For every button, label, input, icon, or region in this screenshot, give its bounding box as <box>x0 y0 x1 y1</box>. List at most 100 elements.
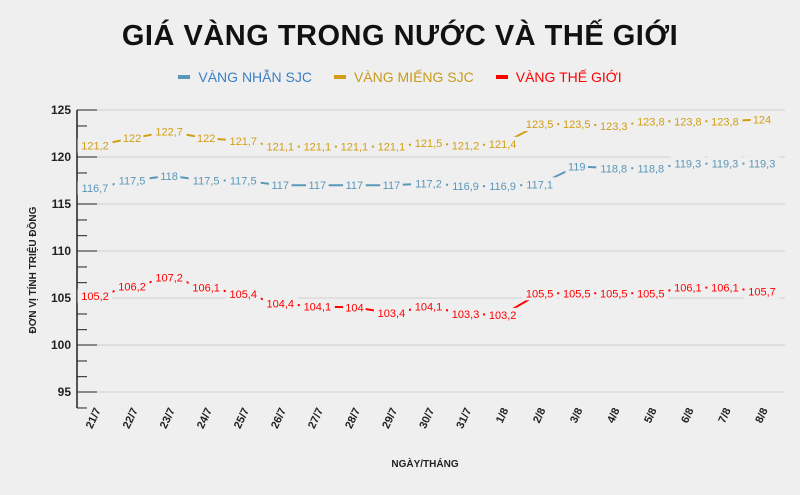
data-label: 121,1 <box>378 142 406 154</box>
data-label-bg <box>373 306 409 321</box>
data-label-bg <box>343 300 366 315</box>
data-label: 117 <box>309 180 327 192</box>
data-label-bg <box>707 156 743 171</box>
y-tick-label: 115 <box>52 197 72 211</box>
data-label-bg <box>114 173 150 188</box>
data-label: 117,1 <box>526 179 553 191</box>
x-tick-label: 7/8 <box>716 406 733 425</box>
data-label: 121,4 <box>489 139 517 151</box>
data-label: 121,2 <box>452 141 480 153</box>
data-label-bg <box>225 134 261 149</box>
data-label-bg <box>448 138 484 153</box>
data-label: 124 <box>753 114 771 126</box>
data-label: 119 <box>568 161 586 173</box>
data-label: 119,3 <box>712 159 739 171</box>
data-label: 107,2 <box>155 272 183 284</box>
data-label: 117 <box>272 180 290 192</box>
data-label: 104,4 <box>267 299 295 311</box>
x-tick-label: 29/7 <box>380 406 400 430</box>
data-label-bg <box>448 306 484 321</box>
data-label-bg <box>268 178 292 193</box>
data-label-bg <box>225 173 261 188</box>
data-label: 106,1 <box>674 283 702 295</box>
x-tick-label: 3/8 <box>568 406 585 425</box>
legend-label: VÀNG NHẪN SJC <box>198 69 312 85</box>
data-label-bg <box>670 280 706 295</box>
legend-swatch <box>178 75 191 79</box>
data-label: 117,2 <box>415 178 442 190</box>
data-label-bg <box>670 156 706 171</box>
data-label-bg <box>299 139 335 154</box>
legend-swatch <box>495 75 508 79</box>
data-label: 123,5 <box>563 119 591 131</box>
data-label: 118 <box>160 171 178 183</box>
x-tick-label: 5/8 <box>642 406 659 425</box>
data-label-bg <box>522 286 558 301</box>
data-label-bg <box>596 161 632 176</box>
data-label-bg <box>633 286 669 301</box>
legend-item-nhan: VÀNG NHẪN SJC <box>178 69 312 85</box>
data-label: 105,5 <box>600 288 628 300</box>
x-tick-label: 2/8 <box>531 406 548 425</box>
data-label-bg <box>225 287 261 302</box>
data-label-bg <box>485 136 521 151</box>
y-tick-label: 105 <box>51 291 71 305</box>
data-label: 121,1 <box>341 142 369 154</box>
data-label-bg <box>485 307 521 322</box>
legend-item-mieng: VÀNG MIẾNG SJC <box>333 69 474 85</box>
data-label: 117 <box>383 180 401 192</box>
x-axis-label: NGÀY/THÁNG <box>391 457 458 470</box>
data-label: 105,5 <box>563 288 591 300</box>
x-tick-label: 24/7 <box>195 406 215 430</box>
x-tick-label: 8/8 <box>753 406 770 425</box>
x-tick-label: 6/8 <box>679 406 696 425</box>
x-tick-label: 28/7 <box>343 406 363 430</box>
data-label: 117,5 <box>193 176 220 188</box>
y-axis-label: ĐƠN VỊ TÍNH TRIỆU ĐỒNG <box>26 206 39 333</box>
data-label: 121,5 <box>415 138 443 150</box>
data-label: 104,1 <box>415 301 443 313</box>
x-tick-label: 4/8 <box>605 406 622 425</box>
data-label: 116,9 <box>452 181 479 193</box>
data-label-bg <box>262 139 298 154</box>
data-label: 122 <box>123 133 141 145</box>
data-label: 123,5 <box>526 119 554 131</box>
data-label: 123,8 <box>674 116 702 128</box>
data-label-bg <box>744 284 780 299</box>
data-label: 119,3 <box>675 159 702 171</box>
x-tick-label: 23/7 <box>158 406 178 430</box>
x-tick-label: 26/7 <box>269 406 289 430</box>
y-tick-label: 95 <box>58 385 72 399</box>
data-label: 118,8 <box>600 163 627 175</box>
data-label: 103,3 <box>452 309 480 321</box>
data-label-bg <box>559 117 595 132</box>
data-label: 105,5 <box>526 288 554 300</box>
legend-label: VÀNG MIẾNG SJC <box>353 69 474 85</box>
x-tick-label: 25/7 <box>232 406 252 430</box>
data-label-bg <box>299 299 335 314</box>
y-tick-label: 110 <box>52 244 72 258</box>
y-tick-label: 125 <box>51 103 71 117</box>
data-label: 104 <box>345 302 363 314</box>
y-tick-label: 120 <box>51 150 71 164</box>
data-label-bg <box>262 296 298 311</box>
data-label-bg <box>77 289 113 304</box>
data-label-bg <box>306 178 329 193</box>
data-label-bg <box>336 139 372 154</box>
data-label: 122 <box>197 133 215 145</box>
data-label-bg <box>596 286 632 301</box>
data-label: 121,2 <box>81 141 109 153</box>
data-label: 103,4 <box>378 308 406 320</box>
data-label-bg <box>194 131 218 146</box>
data-label-bg <box>114 279 150 294</box>
data-label-bg <box>744 156 780 171</box>
data-label-bg <box>188 280 224 295</box>
data-label: 105,2 <box>81 291 109 303</box>
data-label-bg <box>120 131 144 146</box>
x-tick-label: 22/7 <box>121 406 141 430</box>
data-label-bg <box>151 270 187 285</box>
data-label-bg <box>522 177 558 192</box>
data-label: 106,2 <box>118 282 146 294</box>
data-label-bg <box>750 112 774 127</box>
